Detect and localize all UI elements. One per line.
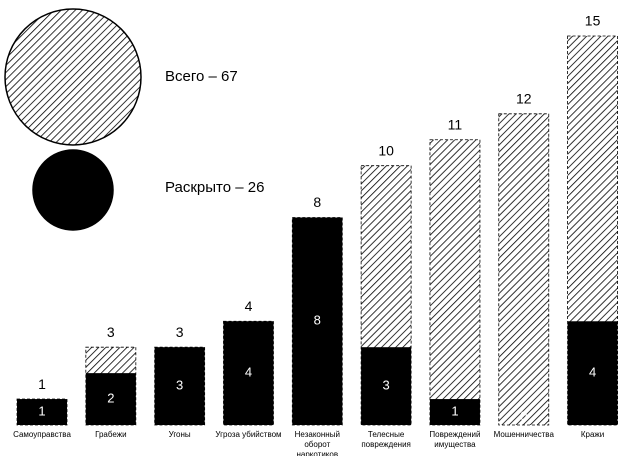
bar: [223, 321, 274, 425]
legend-swatch: [32, 149, 114, 231]
bar: [292, 217, 343, 425]
value-label: 1: [38, 403, 45, 418]
value-label: 8: [313, 194, 321, 210]
bar: [498, 113, 550, 426]
value-label: 11: [448, 116, 463, 132]
x-tick-label: Кражи: [580, 430, 605, 439]
x-tick-label: Грабежи: [95, 430, 127, 439]
legend-swatch: [4, 8, 142, 146]
x-tick-label: Угроза убийством: [215, 430, 282, 439]
bar: [154, 347, 205, 425]
value-label: 12: [516, 91, 532, 107]
bar: [361, 347, 412, 425]
legend-label: Всего – 67: [165, 68, 238, 85]
value-label: 3: [176, 324, 184, 340]
value-label: 4: [245, 298, 253, 314]
bar: [429, 139, 481, 426]
value-label: 1: [38, 376, 46, 392]
value-label: 10: [378, 142, 394, 158]
value-label: 4: [245, 365, 252, 380]
value-label: 15: [585, 13, 601, 29]
value-label: 3: [176, 378, 183, 393]
legend-label: Раскрыто – 26: [165, 179, 264, 196]
x-tick-label: Мошенничества: [493, 430, 554, 439]
bar: [85, 373, 136, 425]
x-tick-label: Незаконный оборот наркотиков: [294, 430, 340, 456]
bar: [17, 399, 68, 425]
bar: [429, 399, 480, 425]
x-tick-label: Самоуправства: [13, 430, 71, 439]
value-label: 3: [107, 324, 115, 340]
value-label: 4: [589, 365, 596, 380]
x-tick-label: Телесные повреждения: [361, 430, 411, 449]
value-label: 0: [520, 408, 527, 423]
bar: [567, 321, 618, 425]
value-label: 3: [383, 378, 390, 393]
value-label: 1: [451, 403, 458, 418]
x-tick-label: Повреждений имущества: [429, 430, 481, 449]
value-label: 8: [314, 313, 321, 328]
x-tick-label: Угоны: [168, 430, 191, 439]
value-label: 2: [107, 391, 114, 406]
